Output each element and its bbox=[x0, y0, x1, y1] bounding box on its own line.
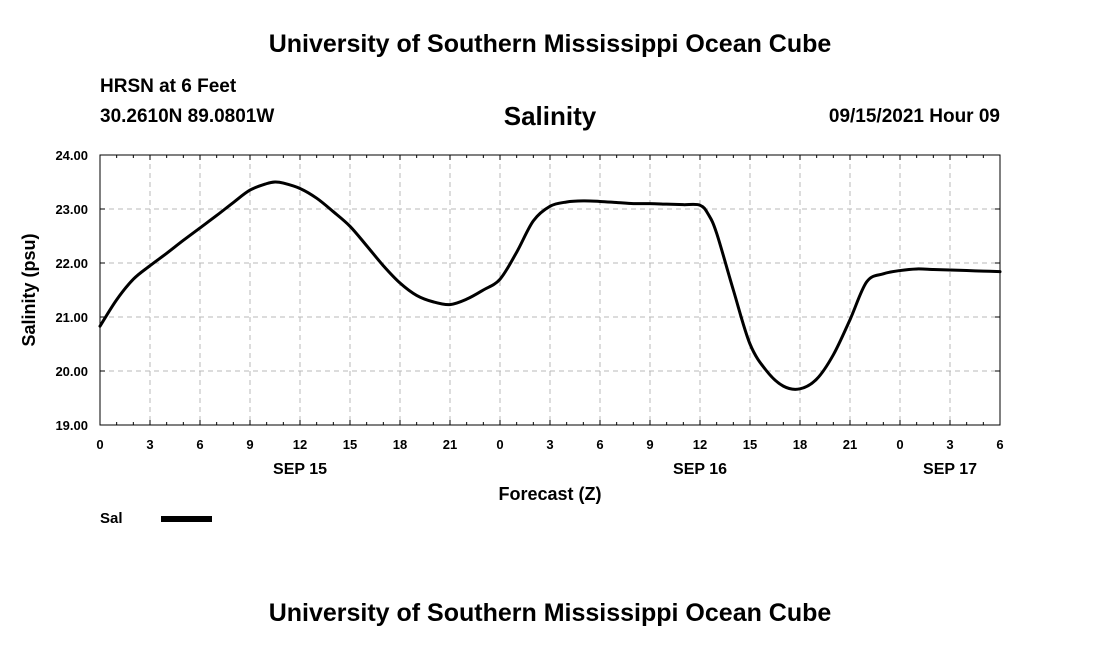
x-tick-label: 6 bbox=[596, 437, 603, 452]
chart-header-title: University of Southern Mississippi Ocean… bbox=[268, 30, 832, 58]
y-tick-label: 19.00 bbox=[55, 418, 88, 433]
x-day-label: SEP 16 bbox=[673, 461, 727, 478]
x-day-label: SEP 17 bbox=[923, 461, 977, 478]
y-tick-label: 23.00 bbox=[55, 202, 88, 217]
x-tick-label: 0 bbox=[96, 437, 103, 452]
chart-title: Salinity bbox=[503, 101, 597, 131]
x-axis-day-labels: SEP 15 SEP 16 SEP 17 bbox=[273, 461, 977, 478]
x-tick-label: 15 bbox=[343, 437, 357, 452]
station-label: HRSN at 6 Feet bbox=[100, 76, 237, 97]
x-tick-label: 3 bbox=[946, 437, 953, 452]
y-tick-label: 20.00 bbox=[55, 364, 88, 379]
x-axis-tick-labels: 0 3 6 9 12 15 18 21 0 3 6 9 12 15 18 21 0 3 6 bbox=[96, 437, 1003, 452]
x-tick-label: 21 bbox=[443, 437, 457, 452]
x-tick-label: 18 bbox=[393, 437, 407, 452]
x-tick-label: 6 bbox=[996, 437, 1003, 452]
axis-ticks bbox=[99, 154, 1001, 426]
x-tick-label: 18 bbox=[793, 437, 807, 452]
series-group bbox=[98, 180, 1002, 391]
legend-swatch bbox=[161, 516, 212, 522]
x-tick-label: 9 bbox=[646, 437, 653, 452]
station-coordinates: 30.2610N 89.0801W bbox=[100, 106, 275, 127]
x-tick-label: 6 bbox=[196, 437, 203, 452]
legend-label: Sal bbox=[100, 510, 123, 527]
x-tick-label: 3 bbox=[146, 437, 153, 452]
x-tick-label: 12 bbox=[293, 437, 307, 452]
y-axis-label: Salinity (psu) bbox=[19, 233, 39, 346]
y-tick-label: 24.00 bbox=[55, 148, 88, 163]
x-tick-label: 0 bbox=[896, 437, 903, 452]
y-tick-label: 21.00 bbox=[55, 310, 88, 325]
y-axis-tick-labels: 19.00 20.00 21.00 22.00 23.00 24.00 bbox=[55, 148, 88, 433]
chart-footer-title: University of Southern Mississippi Ocean… bbox=[268, 599, 832, 627]
issue-time: 09/15/2021 Hour 09 bbox=[828, 106, 1000, 127]
x-tick-label: 12 bbox=[693, 437, 707, 452]
x-tick-label: 3 bbox=[546, 437, 553, 452]
x-tick-label: 15 bbox=[743, 437, 757, 452]
grid bbox=[100, 155, 1000, 425]
x-tick-label: 21 bbox=[843, 437, 857, 452]
y-tick-label: 22.00 bbox=[55, 256, 88, 271]
x-day-label: SEP 15 bbox=[273, 461, 327, 478]
series-line-sal bbox=[98, 180, 1002, 391]
x-tick-label: 0 bbox=[496, 437, 503, 452]
x-axis-label: Forecast (Z) bbox=[498, 484, 601, 504]
x-tick-label: 9 bbox=[246, 437, 253, 452]
